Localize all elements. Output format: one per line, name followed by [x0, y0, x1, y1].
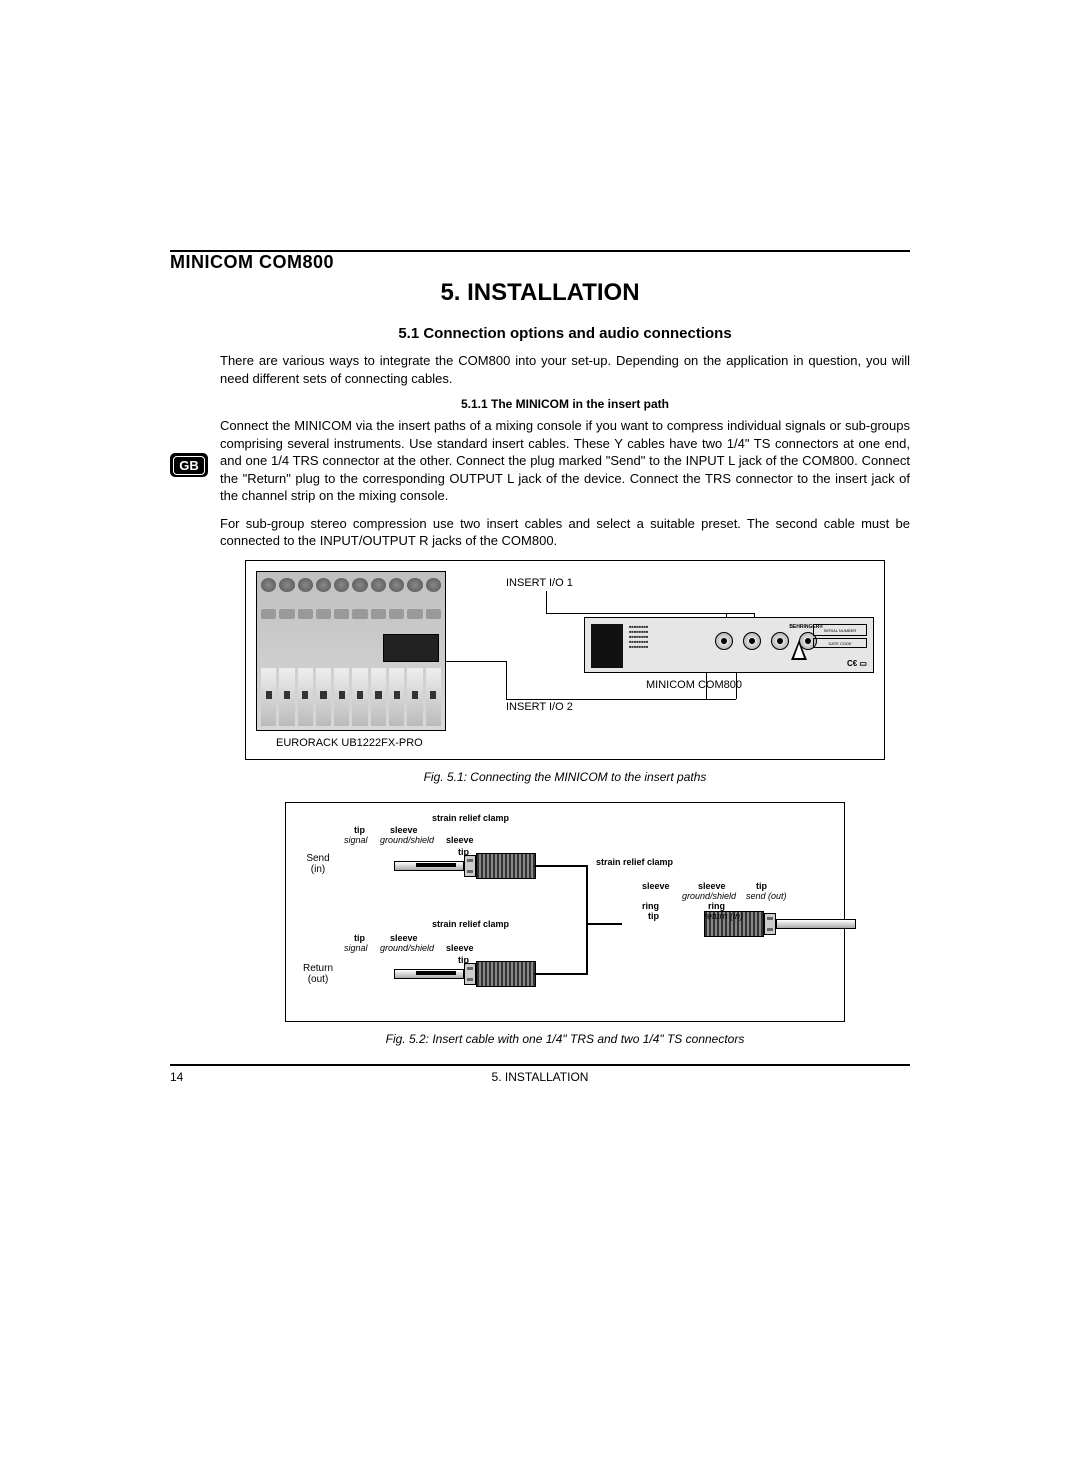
strain-label-3: strain relief clamp [596, 857, 673, 867]
strain-label-1: strain relief clamp [432, 813, 509, 823]
ring-r1: ring [642, 901, 659, 911]
tip-r: tip [756, 881, 767, 891]
tip-r2: tip [648, 911, 659, 921]
language-badge-text: GB [173, 456, 205, 475]
figure-5-2: Send(in) tip signal sleeve ground/shield… [285, 802, 845, 1022]
sleeve-label: sleeve [390, 825, 418, 835]
device-label: MINICOM COM800 [646, 679, 742, 691]
ground-label: ground/shield [380, 835, 434, 845]
para2-text: For sub-group stereo compression use two… [220, 515, 910, 550]
language-badge: GB [170, 453, 208, 477]
return-label: Return(out) [296, 963, 340, 985]
sleeve-r2: sleeve [698, 881, 726, 891]
section-title: 5. INSTALLATION [170, 279, 910, 307]
intro-text: There are various ways to integrate the … [220, 352, 910, 387]
strain-label-2: strain relief clamp [432, 919, 509, 929]
sleeve-label-2: sleeve [446, 835, 474, 845]
device-illustration: ■■■■■■■■■■■■■■■■■■■■■■■■■■■■■■■■■■■■■■■■… [584, 617, 874, 673]
subsection-title: 5.1 Connection options and audio connect… [220, 325, 910, 342]
tip-label: tip [354, 825, 365, 835]
figure-5-2-caption: Fig. 5.2: Insert cable with one 1/4" TRS… [220, 1032, 910, 1046]
sleeve-label-4: sleeve [446, 943, 474, 953]
page-number: 14 [170, 1070, 183, 1084]
tip-label-3: tip [354, 933, 365, 943]
para1-text: Connect the MINICOM via the insert paths… [220, 417, 910, 505]
tip-label-4: tip [458, 955, 469, 965]
footer-section: 5. INSTALLATION [492, 1070, 589, 1084]
sleeve-r1: sleeve [642, 881, 670, 891]
signal-label: signal [344, 835, 368, 845]
sleeve-label-3: sleeve [390, 933, 418, 943]
send-label: Send(in) [296, 853, 340, 875]
mixer-illustration [256, 571, 446, 731]
ground-label-2: ground/shield [380, 943, 434, 953]
returnin-label: return (in) [704, 911, 743, 921]
sendout-label: send (out) [746, 891, 787, 901]
insert-io-2-label: INSERT I/O 2 [506, 701, 573, 713]
product-title: MINICOM COM800 [170, 252, 910, 273]
serial-box: SERIAL NUMBER [813, 624, 867, 636]
ring-r2: ring [708, 901, 725, 911]
figure-5-1-caption: Fig. 5.1: Connecting the MINICOM to the … [220, 770, 910, 784]
tip-label-2: tip [458, 847, 469, 857]
date-box: DATE CODE [813, 638, 867, 648]
subsubsection-title: 5.1.1 The MINICOM in the insert path [220, 397, 910, 411]
ground-r: ground/shield [682, 891, 736, 901]
figure-5-1: ■■■■■■■■■■■■■■■■■■■■■■■■■■■■■■■■■■■■■■■■… [245, 560, 885, 760]
mixer-label: EURORACK UB1222FX-PRO [276, 737, 423, 749]
insert-io-1-label: INSERT I/O 1 [506, 577, 573, 589]
signal-label-2: signal [344, 943, 368, 953]
